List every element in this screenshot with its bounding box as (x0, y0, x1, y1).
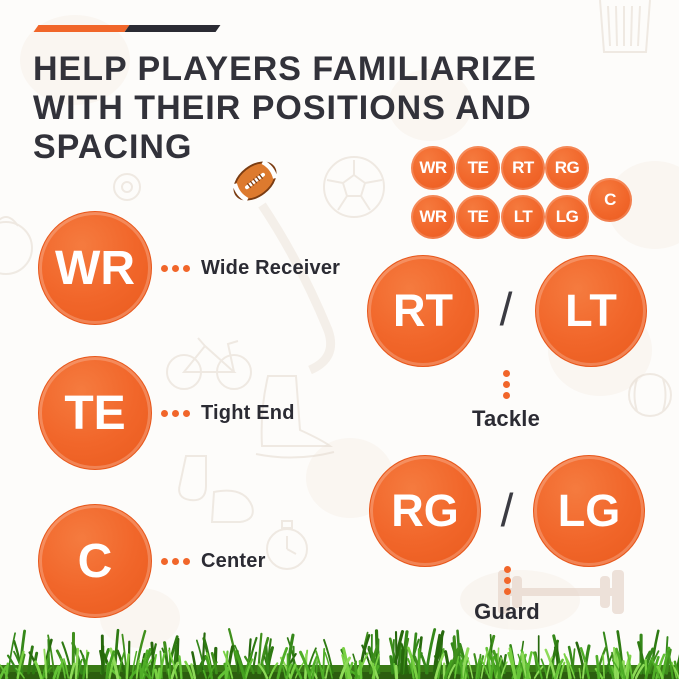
slash-separator: / (499, 283, 513, 335)
mini-position-chip: TE (456, 195, 500, 239)
position-abbr: RG (391, 485, 459, 536)
position-circle-c: C (38, 504, 152, 618)
title-line-3: SPACING (33, 128, 193, 166)
position-circle-rt: RT (367, 255, 479, 367)
dots-separator (157, 409, 190, 417)
grass-strip (0, 628, 679, 679)
position-circle-te: TE (38, 356, 152, 470)
position-circle-wr: WR (38, 211, 152, 325)
position-abbr: TE (64, 386, 126, 440)
mini-position-chip: LG (545, 195, 589, 239)
dots-separator (157, 264, 190, 272)
position-circle-lg: LG (533, 455, 645, 567)
position-circle-lt: LT (535, 255, 647, 367)
mini-chip-label: C (604, 190, 616, 209)
mini-chip-label: RG (554, 158, 580, 177)
mini-chip-label: RT (512, 158, 534, 177)
mini-position-chip: RG (545, 146, 589, 190)
position-abbr: LT (565, 285, 617, 336)
accent-bar (33, 25, 221, 32)
mini-position-chip: RT (501, 146, 545, 190)
mini-position-chip: WR (411, 146, 455, 190)
mini-position-chip: WR (411, 195, 455, 239)
mini-chip-label: LT (513, 207, 533, 226)
position-abbr: WR (55, 241, 135, 295)
mini-chip-label: LG (555, 207, 579, 226)
position-abbr: LG (557, 485, 621, 536)
title-line-1: HELP PLAYERS FAMILIARIZE (33, 50, 537, 88)
pair-label-guard: Guard (474, 599, 540, 624)
position-row-tight-end: TE Tight End (38, 356, 295, 470)
accent-bar-dark (124, 25, 221, 32)
dots-separator (157, 557, 190, 565)
position-label: Wide Receiver (201, 256, 341, 279)
accent-bar-orange (33, 25, 130, 32)
position-abbr: C (77, 534, 113, 588)
mini-chip-label: WR (419, 207, 447, 226)
position-label: Center (201, 549, 266, 572)
mini-chip-label: TE (467, 158, 489, 177)
position-row-wide-receiver: WR Wide Receiver (38, 211, 341, 325)
position-row-center: C Center (38, 504, 266, 618)
mini-position-chip: TE (456, 146, 500, 190)
page-title: HELP PLAYERS FAMILIARIZE WITH THEIR POSI… (33, 50, 537, 167)
mini-position-chip: C (588, 178, 632, 222)
position-abbr: RT (393, 285, 453, 336)
title-line-2: WITH THEIR POSITIONS AND (33, 89, 532, 127)
pair-label-tackle: Tackle (471, 406, 541, 431)
position-label: Tight End (201, 401, 295, 424)
slash-separator: / (500, 484, 514, 536)
dots-separator-vertical (503, 566, 511, 599)
position-circle-rg: RG (369, 455, 481, 567)
mini-position-chip: LT (501, 195, 545, 239)
mini-chip-label: TE (467, 207, 489, 226)
football-icon (227, 153, 283, 209)
mini-chip-label: WR (419, 158, 447, 177)
dots-separator-vertical (502, 370, 510, 403)
